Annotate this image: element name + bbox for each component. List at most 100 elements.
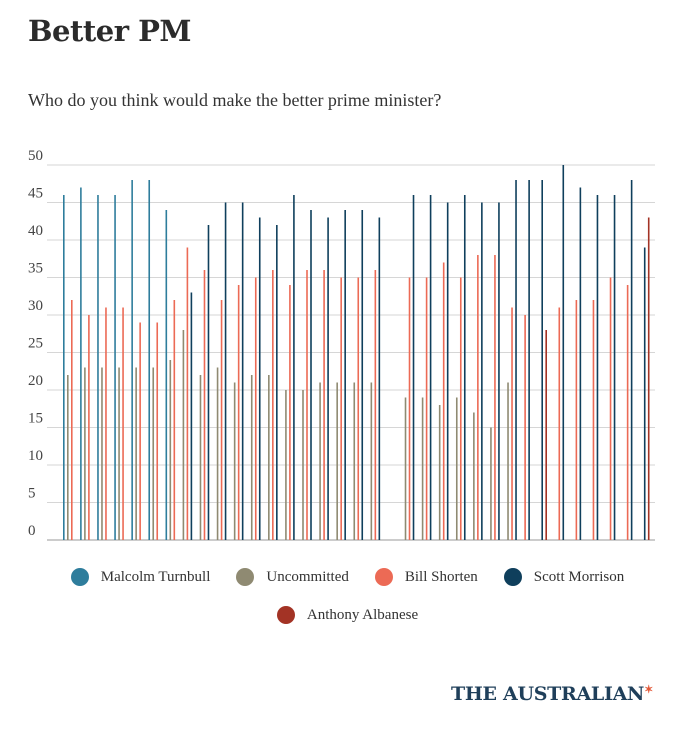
bar-bill-shorten[interactable] xyxy=(71,300,73,540)
bar-malcolm-turnbull[interactable] xyxy=(114,195,116,540)
bar-uncommitted[interactable] xyxy=(404,397,407,541)
bar-scott-morrison[interactable] xyxy=(498,202,500,541)
bar-scott-morrison[interactable] xyxy=(463,195,466,540)
bar-bill-shorten[interactable] xyxy=(575,300,578,540)
bar-bill-shorten[interactable] xyxy=(357,277,360,541)
bar-bill-shorten[interactable] xyxy=(374,270,377,540)
bar-uncommitted[interactable] xyxy=(319,382,321,541)
bar-bill-shorten[interactable] xyxy=(122,307,124,541)
bar-uncommitted[interactable] xyxy=(353,382,356,541)
y-tick-label: 5 xyxy=(28,486,36,502)
bar-bill-shorten[interactable] xyxy=(558,307,561,541)
bar-uncommitted[interactable] xyxy=(152,367,155,541)
bar-uncommitted[interactable] xyxy=(250,375,253,540)
bar-bill-shorten[interactable] xyxy=(88,315,90,540)
bar-bill-shorten[interactable] xyxy=(220,300,223,540)
bar-uncommitted[interactable] xyxy=(507,382,509,541)
legend-item-uncommitted[interactable]: Uncommitted xyxy=(236,568,349,586)
bar-malcolm-turnbull[interactable] xyxy=(63,195,65,540)
bar-scott-morrison[interactable] xyxy=(562,165,565,540)
bar-bill-shorten[interactable] xyxy=(477,255,479,540)
bar-scott-morrison[interactable] xyxy=(207,225,210,540)
bar-scott-morrison[interactable] xyxy=(276,225,278,540)
bar-uncommitted[interactable] xyxy=(216,367,219,541)
bar-scott-morrison[interactable] xyxy=(596,195,599,540)
bar-scott-morrison[interactable] xyxy=(579,187,582,541)
bar-bill-shorten[interactable] xyxy=(203,270,206,540)
bar-scott-morrison[interactable] xyxy=(361,210,364,540)
bar-uncommitted[interactable] xyxy=(302,390,304,540)
legend-item-scott-morrison[interactable]: Scott Morrison xyxy=(503,568,624,586)
bar-bill-shorten[interactable] xyxy=(237,285,240,540)
bar-bill-shorten[interactable] xyxy=(425,277,428,541)
bar-bill-shorten[interactable] xyxy=(306,270,308,540)
bar-uncommitted[interactable] xyxy=(233,382,236,541)
bar-uncommitted[interactable] xyxy=(438,405,441,540)
bar-scott-morrison[interactable] xyxy=(293,195,295,540)
legend-item-anthony-albanese[interactable]: Anthony Albanese xyxy=(276,606,418,624)
bar-bill-shorten[interactable] xyxy=(340,277,342,541)
bar-malcolm-turnbull[interactable] xyxy=(80,187,82,541)
bar-malcolm-turnbull[interactable] xyxy=(131,180,133,540)
bar-bill-shorten[interactable] xyxy=(156,322,159,541)
bar-bill-shorten[interactable] xyxy=(105,307,107,541)
bar-anthony-albanese[interactable] xyxy=(647,217,650,541)
bar-uncommitted[interactable] xyxy=(268,375,270,540)
bar-uncommitted[interactable] xyxy=(421,397,424,541)
bar-uncommitted[interactable] xyxy=(370,382,373,541)
bar-scott-morrison[interactable] xyxy=(310,210,312,540)
bar-scott-morrison[interactable] xyxy=(630,180,633,540)
bar-scott-morrison[interactable] xyxy=(224,202,227,541)
bar-uncommitted[interactable] xyxy=(135,367,137,541)
bar-bill-shorten[interactable] xyxy=(254,277,257,541)
bar-uncommitted[interactable] xyxy=(169,360,172,540)
bar-scott-morrison[interactable] xyxy=(412,195,415,540)
bar-bill-shorten[interactable] xyxy=(442,262,445,541)
bar-malcolm-turnbull[interactable] xyxy=(148,180,151,540)
bar-uncommitted[interactable] xyxy=(118,367,120,541)
bar-scott-morrison[interactable] xyxy=(541,180,543,540)
bar-scott-morrison[interactable] xyxy=(643,247,646,541)
bar-bill-shorten[interactable] xyxy=(289,285,291,540)
bar-bill-shorten[interactable] xyxy=(626,285,629,540)
legend-item-malcolm-turnbull[interactable]: Malcolm Turnbull xyxy=(70,568,210,586)
bar-bill-shorten[interactable] xyxy=(609,277,612,541)
bar-scott-morrison[interactable] xyxy=(190,292,193,541)
bar-scott-morrison[interactable] xyxy=(528,180,530,540)
bar-scott-morrison[interactable] xyxy=(241,202,244,541)
bar-uncommitted[interactable] xyxy=(490,427,492,541)
bar-bill-shorten[interactable] xyxy=(494,255,496,540)
bar-scott-morrison[interactable] xyxy=(446,202,449,541)
bar-scott-morrison[interactable] xyxy=(344,210,346,540)
bar-scott-morrison[interactable] xyxy=(429,195,432,540)
bar-bill-shorten[interactable] xyxy=(139,322,141,541)
bar-uncommitted[interactable] xyxy=(473,412,475,541)
bar-bill-shorten[interactable] xyxy=(272,270,274,540)
bar-bill-shorten[interactable] xyxy=(511,307,513,541)
bar-uncommitted[interactable] xyxy=(285,390,287,540)
bar-uncommitted[interactable] xyxy=(336,382,338,541)
bar-uncommitted[interactable] xyxy=(101,367,103,541)
bar-uncommitted[interactable] xyxy=(182,330,185,540)
bar-scott-morrison[interactable] xyxy=(481,202,483,541)
bar-uncommitted[interactable] xyxy=(84,367,86,541)
bar-uncommitted[interactable] xyxy=(67,375,69,540)
legend-item-bill-shorten[interactable]: Bill Shorten xyxy=(374,568,478,586)
bar-uncommitted[interactable] xyxy=(455,397,458,541)
bar-malcolm-turnbull[interactable] xyxy=(165,210,168,540)
bar-scott-morrison[interactable] xyxy=(327,217,329,541)
bar-scott-morrison[interactable] xyxy=(613,195,616,540)
bar-bill-shorten[interactable] xyxy=(323,270,325,540)
bar-bill-shorten[interactable] xyxy=(173,300,176,540)
bar-malcolm-turnbull[interactable] xyxy=(97,195,99,540)
bar-scott-morrison[interactable] xyxy=(515,180,517,540)
bar-bill-shorten[interactable] xyxy=(459,277,462,541)
bar-bill-shorten[interactable] xyxy=(408,277,411,541)
bar-bill-shorten[interactable] xyxy=(186,247,189,541)
bar-bill-shorten[interactable] xyxy=(524,315,526,540)
bar-anthony-albanese[interactable] xyxy=(545,330,547,540)
bar-bill-shorten[interactable] xyxy=(592,300,595,540)
bar-scott-morrison[interactable] xyxy=(378,217,381,541)
bar-scott-morrison[interactable] xyxy=(258,217,261,541)
bar-uncommitted[interactable] xyxy=(199,375,202,540)
